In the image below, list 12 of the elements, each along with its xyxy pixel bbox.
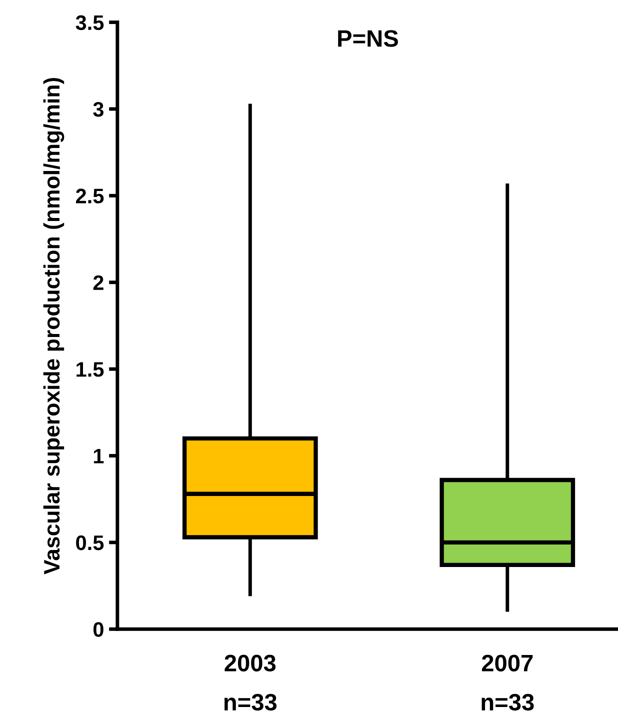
- y-tick-label: 0: [93, 622, 104, 637]
- y-tick-label: 3.5: [76, 15, 104, 30]
- y-tick-label: 0.5: [76, 535, 104, 550]
- y-tick-label: 1.5: [76, 362, 104, 377]
- y-tick-label: 1: [94, 448, 104, 464]
- y-tick-label: 2.5: [76, 188, 104, 204]
- y-tick-label: 2: [93, 275, 104, 290]
- y-axis-title: Vascular superoxide production (nmol/mg/min): [43, 78, 64, 574]
- x-tick-label: 2007 n=33: [482, 654, 534, 711]
- y-tick-label: 3: [93, 102, 104, 117]
- annotation: P=NS: [338, 30, 398, 47]
- x-tick-label: 2003 n=33: [224, 654, 277, 711]
